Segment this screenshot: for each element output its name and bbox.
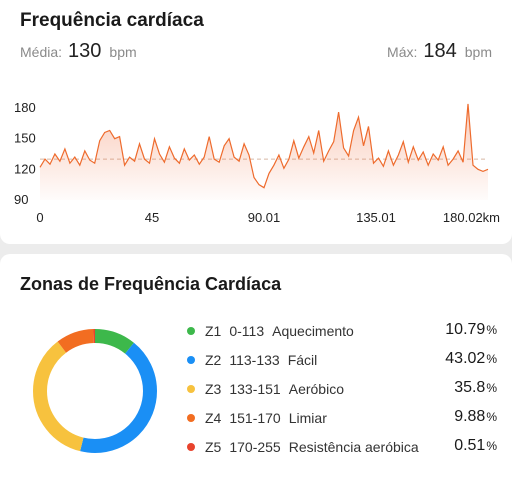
zone-range: 133-151 xyxy=(229,381,281,397)
zone-row-z1: Z1 0-113 Aquecimento 10.79% xyxy=(187,320,497,342)
zone-color-dot xyxy=(187,443,195,451)
heart-rate-card: Frequência cardíaca Média: 130 bpm Máx: … xyxy=(0,0,512,244)
x-tick-label: 180.02km xyxy=(443,210,500,225)
zone-percentage: 43.02% xyxy=(445,350,497,368)
zone-row-z5: Z5 170-255 Resistência aeróbica 0.51% xyxy=(187,436,497,458)
y-tick-label: 150 xyxy=(14,131,36,146)
zone-percentage-value: 10.79 xyxy=(445,321,486,338)
y-tick-label: 180 xyxy=(14,100,36,115)
zone-row-z3: Z3 133-151 Aeróbico 35.8% xyxy=(187,378,497,400)
zone-color-dot xyxy=(187,356,195,364)
zone-name: Limiar xyxy=(288,410,327,426)
zone-color-dot xyxy=(187,385,195,393)
zones-title: Zonas de Frequência Cardíaca xyxy=(20,274,282,294)
zone-color-dot xyxy=(187,327,195,335)
zone-code: Z3 xyxy=(205,381,222,397)
donut-slice-z5 xyxy=(33,329,157,453)
zone-percentage-value: 0.51 xyxy=(454,437,486,454)
zone-range: 0-113 xyxy=(229,323,265,339)
zone-range: 113-133 xyxy=(229,352,280,368)
zone-name: Fácil xyxy=(287,352,318,368)
percent-symbol: % xyxy=(486,439,497,453)
zone-code: Z1 xyxy=(205,323,222,339)
x-tick-label: 0 xyxy=(36,210,43,225)
zone-range: 170-255 xyxy=(229,439,281,455)
zone-percentage-value: 43.02 xyxy=(445,350,486,367)
heart-rate-line xyxy=(39,103,489,189)
average-label: Média: xyxy=(20,44,63,60)
zone-name: Aeróbico xyxy=(288,381,344,397)
zone-name: Aquecimento xyxy=(272,323,354,339)
heart-rate-chart: 180 150 120 90 0 45 90.01 135.01 180.02km xyxy=(14,100,500,225)
max-unit: bpm xyxy=(464,44,492,60)
y-tick-label: 120 xyxy=(14,161,36,176)
zone-range: 151-170 xyxy=(229,410,281,426)
zone-code: Z4 xyxy=(205,410,222,426)
percent-symbol: % xyxy=(486,323,497,337)
zone-name: Resistência aeróbica xyxy=(288,439,419,455)
x-tick-label: 45 xyxy=(145,210,159,225)
percent-symbol: % xyxy=(486,410,497,424)
zone-color-dot xyxy=(187,414,195,422)
heart-rate-zones-card: Zonas de Frequência Cardíaca Z1 0-113 Aque… xyxy=(0,254,512,480)
zone-percentage: 10.79% xyxy=(445,321,497,339)
average-value: 130 xyxy=(68,40,102,62)
zone-row-z2: Z2 113-133 Fácil 43.02% xyxy=(187,349,497,371)
percent-symbol: % xyxy=(486,352,497,366)
donut-slice-z2 xyxy=(33,329,157,453)
zone-percentage-value: 9.88 xyxy=(454,408,486,425)
zone-code: Z5 xyxy=(205,439,222,455)
x-tick-label: 135.01 xyxy=(356,210,396,225)
y-tick-label: 90 xyxy=(14,192,28,207)
zone-percentage: 9.88% xyxy=(454,408,497,426)
average-unit: bpm xyxy=(109,44,137,60)
max-label: Máx: xyxy=(387,44,418,60)
zone-row-z4: Z4 151-170 Limiar 9.88% xyxy=(187,407,497,429)
heart-rate-area xyxy=(40,103,488,200)
x-tick-label: 90.01 xyxy=(248,210,281,225)
average-stat: Média: 130 bpm xyxy=(20,40,137,63)
zone-percentage: 35.8% xyxy=(454,379,497,397)
donut-slice-z3 xyxy=(33,329,157,453)
zones-donut-chart xyxy=(33,329,157,453)
zone-percentage-value: 35.8 xyxy=(454,379,486,396)
zone-code: Z2 xyxy=(205,352,222,368)
percent-symbol: % xyxy=(486,381,497,395)
zone-percentage: 0.51% xyxy=(454,437,497,455)
max-value: 184 xyxy=(423,40,457,62)
heart-rate-title: Frequência cardíaca xyxy=(20,10,204,31)
max-stat: Máx: 184 bpm xyxy=(387,40,492,63)
